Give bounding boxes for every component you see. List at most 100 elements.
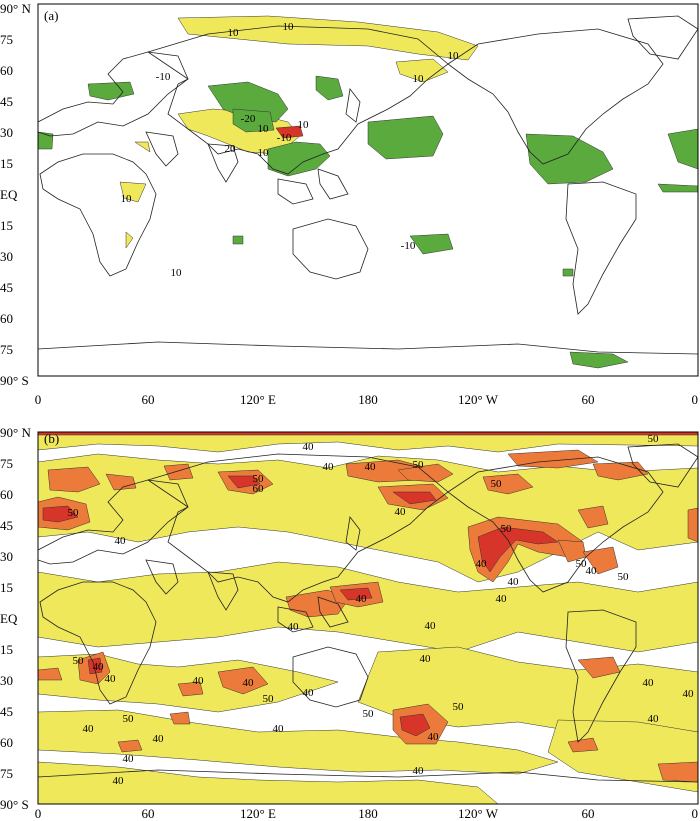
contour-label: -10 bbox=[277, 132, 292, 144]
contour-label: 60 bbox=[253, 483, 265, 495]
contour-label: 40 bbox=[105, 673, 117, 685]
latitude-tick-label: EQ bbox=[0, 187, 18, 202]
latitude-tick-label: 15 bbox=[0, 218, 13, 233]
panel-a-region-1 bbox=[395, 58, 449, 83]
coastline-3 bbox=[145, 559, 179, 595]
longitude-tick-label: 0 bbox=[35, 392, 42, 407]
contour-label: 40 bbox=[508, 576, 520, 588]
latitude-tick-label: 75 bbox=[0, 32, 13, 47]
contour-label: 50 bbox=[123, 713, 135, 725]
longitude-tick-label: 120° W bbox=[458, 806, 499, 821]
panel-b-latitude-ticks: 90° N 75 60 45 30 15 EQ 15 30 45 60 75 90° S bbox=[0, 425, 31, 812]
coastline-8 bbox=[292, 646, 369, 708]
coastline-5 bbox=[277, 606, 314, 633]
contour-label: 10 bbox=[283, 21, 295, 33]
contour-label: 10 bbox=[448, 50, 460, 62]
latitude-tick-label: 15 bbox=[0, 580, 13, 595]
panel-b-region-25 bbox=[582, 546, 619, 575]
latitude-tick-label: EQ bbox=[0, 611, 18, 626]
panel-b-label: (b) bbox=[44, 431, 59, 446]
contour-label: 40 bbox=[153, 733, 165, 745]
panel-a-region-7 bbox=[87, 81, 135, 101]
longitude-tick-label: 60 bbox=[582, 392, 595, 407]
panel-a-background bbox=[38, 4, 698, 376]
coastline-12 bbox=[37, 769, 699, 783]
latitude-tick-label: 45 bbox=[0, 518, 13, 533]
contour-label: 40 bbox=[420, 653, 432, 665]
contour-label: 50 bbox=[491, 478, 503, 490]
contour-label: 50 bbox=[648, 433, 660, 445]
panel-a-region-5 bbox=[125, 231, 134, 249]
latitude-tick-label: 30 bbox=[0, 249, 13, 264]
contour-label: 40 bbox=[93, 661, 105, 673]
panel-b-frame bbox=[37, 431, 699, 805]
panel-b-region-36 bbox=[169, 711, 191, 725]
contour-label: 40 bbox=[425, 620, 437, 632]
contour-label: 40 bbox=[428, 731, 440, 743]
panel-b-region-6 bbox=[547, 719, 699, 793]
contour-label: 50 bbox=[576, 558, 588, 570]
panel-b-region-21 bbox=[592, 461, 649, 481]
coastline-4 bbox=[207, 571, 239, 611]
panel-b-region-10 bbox=[47, 466, 101, 493]
contour-label: 50 bbox=[413, 459, 425, 471]
coastline-6 bbox=[317, 168, 349, 200]
panel-b-region-33 bbox=[37, 667, 63, 681]
coastline-11 bbox=[565, 609, 637, 743]
longitude-tick-label: 180 bbox=[358, 392, 378, 407]
longitude-tick-label: 120° E bbox=[240, 392, 276, 407]
longitude-tick-label: 120° W bbox=[458, 392, 499, 407]
coastline-2 bbox=[147, 453, 449, 603]
contour-label: 10 bbox=[413, 73, 425, 85]
latitude-tick-label: 15 bbox=[0, 156, 13, 171]
contour-label: 40 bbox=[586, 565, 598, 577]
latitude-tick-label: 90° N bbox=[0, 425, 31, 440]
longitude-tick-label: 0 bbox=[35, 806, 42, 821]
contour-label: 40 bbox=[323, 461, 335, 473]
contour-label: 40 bbox=[683, 688, 695, 700]
coastline-11 bbox=[565, 181, 637, 315]
contour-label: 10 bbox=[121, 193, 133, 205]
longitude-tick-label: 120° E bbox=[240, 806, 276, 821]
panel-b-region-11 bbox=[105, 473, 137, 491]
coastline-3 bbox=[145, 131, 179, 167]
contour-label: 40 bbox=[83, 723, 95, 735]
panel-b-region-32 bbox=[87, 657, 103, 675]
latitude-tick-label: 30 bbox=[0, 673, 13, 688]
contour-label: 50 bbox=[363, 708, 375, 720]
panel-b-region-17 bbox=[392, 491, 437, 505]
contour-label: 40 bbox=[273, 723, 285, 735]
panel-b-region-35 bbox=[177, 681, 204, 697]
coastline-0 bbox=[39, 153, 157, 277]
contour-label: 40 bbox=[303, 687, 315, 699]
panel-b-region-0 bbox=[37, 431, 699, 453]
panel-b-region-19 bbox=[482, 473, 534, 495]
coastline-0 bbox=[39, 581, 157, 705]
panel-b-region-28 bbox=[285, 589, 349, 618]
latitude-tick-label: 60 bbox=[0, 311, 13, 326]
panel-a-latitude-ticks: 90° N 75 60 45 30 15 EQ 15 30 45 60 75 90° S bbox=[0, 1, 31, 388]
coastline-7 bbox=[345, 88, 361, 123]
contour-label: 50 bbox=[253, 473, 265, 485]
longitude-tick-label: 60 bbox=[582, 806, 595, 821]
latitude-tick-label: 75 bbox=[0, 766, 13, 781]
contour-label: 40 bbox=[413, 765, 425, 777]
coastline-8 bbox=[292, 218, 369, 280]
longitude-tick-label: 60 bbox=[142, 392, 155, 407]
contour-label: 10 bbox=[298, 119, 310, 131]
latitude-tick-label: 90° S bbox=[0, 797, 29, 812]
panel-a-coastlines bbox=[37, 15, 699, 355]
contour-label: 40 bbox=[476, 558, 488, 570]
contour-label: -10 bbox=[156, 71, 171, 83]
panel-b-region-40 bbox=[567, 737, 599, 753]
latitude-tick-label: 15 bbox=[0, 642, 13, 657]
latitude-tick-label: 75 bbox=[0, 456, 13, 471]
contour-label: 40 bbox=[643, 677, 655, 689]
contour-label: 40 bbox=[356, 593, 368, 605]
latitude-tick-label: 60 bbox=[0, 487, 13, 502]
contour-label: 50 bbox=[73, 655, 85, 667]
longitude-tick-label: 0 bbox=[692, 806, 699, 821]
panel-a-shading bbox=[37, 15, 699, 369]
